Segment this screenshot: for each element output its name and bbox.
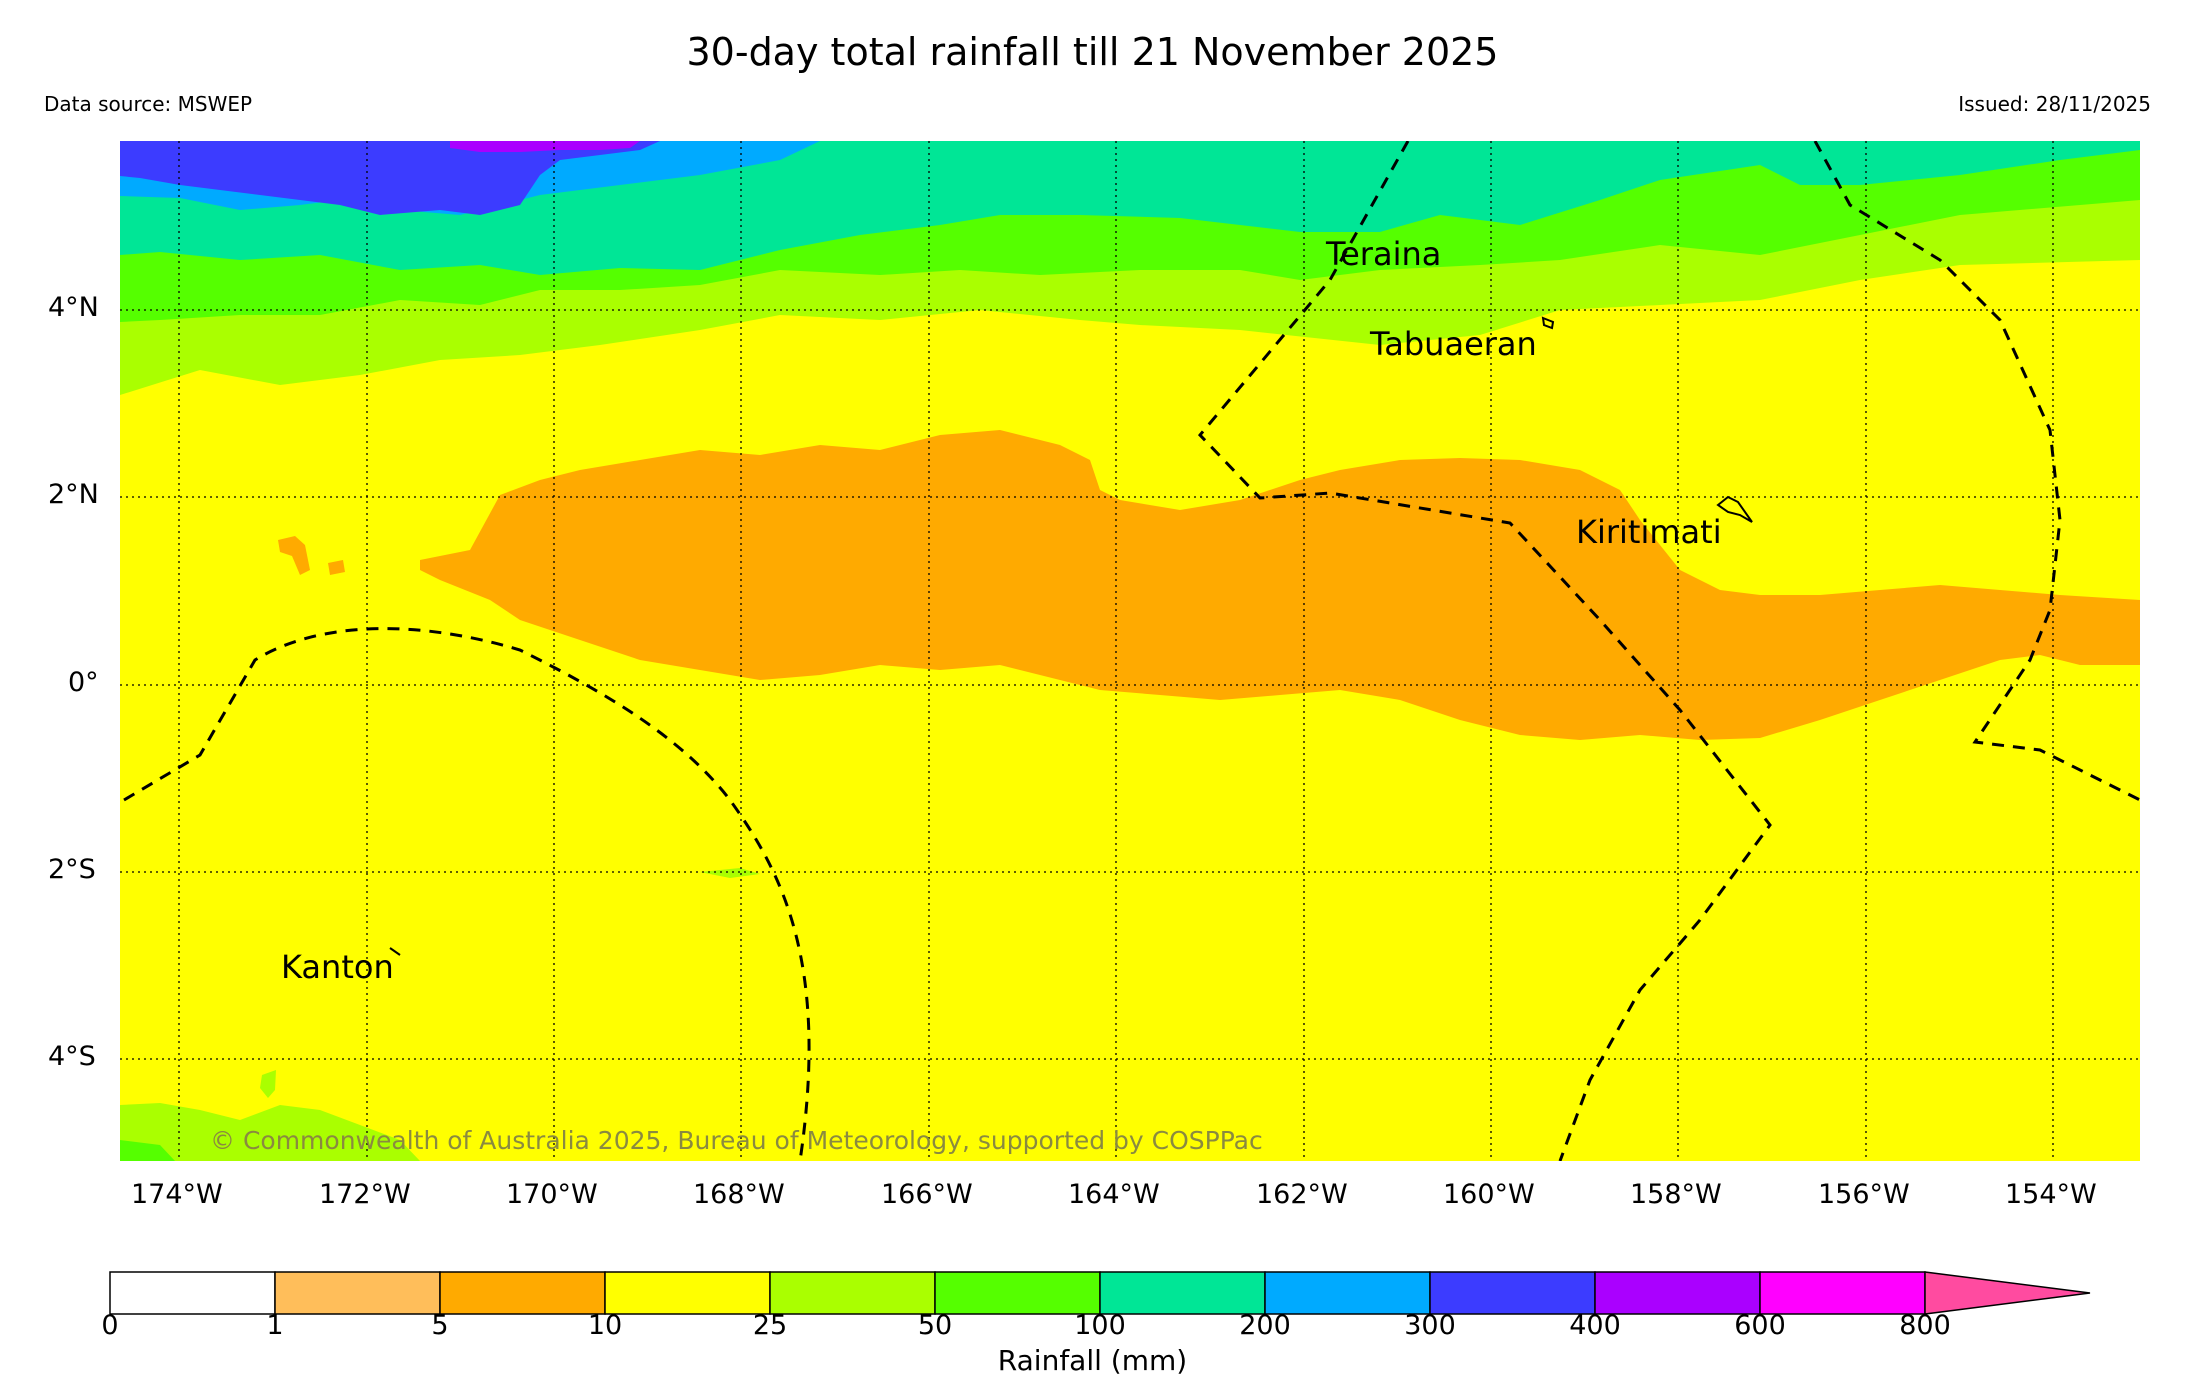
colorbar-segment — [1429, 1271, 1596, 1315]
colorbar-tick: 0 — [101, 1310, 119, 1341]
colorbar-tick: 600 — [1734, 1310, 1786, 1341]
place-label-teraina: Teraina — [1326, 235, 1442, 273]
colorbar-label: Rainfall (mm) — [997, 1344, 1188, 1377]
lon-tick: 158°W — [1630, 1179, 1722, 1210]
lon-tick: 166°W — [881, 1179, 973, 1210]
colorbar-segment — [1594, 1271, 1761, 1315]
colorbar-tick: 25 — [752, 1310, 788, 1341]
colorbar-tick: 50 — [917, 1310, 953, 1341]
lat-tick: 2°S — [48, 854, 96, 885]
colorbar-segment — [769, 1271, 936, 1315]
band-25-50-patch — [700, 868, 760, 878]
lon-tick: 160°W — [1443, 1179, 1535, 1210]
lon-tick: 154°W — [2005, 1179, 2097, 1210]
lon-tick: 170°W — [506, 1179, 598, 1210]
band-400-600 — [450, 141, 640, 152]
band-50-100-patch — [120, 1140, 175, 1161]
colorbar-segment — [604, 1271, 771, 1315]
eez-boundaries — [123, 141, 2140, 1161]
lat-tick: 4°S — [48, 1041, 96, 1072]
tabuaeran-island — [1541, 316, 1555, 330]
band-5-10-fragment — [328, 560, 345, 575]
lat-tick: 4°N — [48, 292, 99, 323]
rainfall-field — [120, 141, 2140, 1161]
band-5-10 — [420, 430, 2140, 740]
band-5-10-fragment — [278, 536, 310, 575]
colorbar-tick: 200 — [1239, 1310, 1291, 1341]
kanton-island — [389, 947, 401, 956]
lon-tick: 172°W — [319, 1179, 411, 1210]
colorbar-tick: 10 — [587, 1310, 623, 1341]
colorbar-segment — [439, 1271, 606, 1315]
data-source-label: Data source: MSWEP — [44, 92, 253, 116]
lon-tick: 174°W — [131, 1179, 223, 1210]
colorbar-tick: 300 — [1404, 1310, 1456, 1341]
issued-date-label: Issued: 28/11/2025 — [1958, 92, 2151, 116]
colorbar-segment — [1264, 1271, 1431, 1315]
lon-tick: 164°W — [1068, 1179, 1160, 1210]
colorbar-tick: 100 — [1074, 1310, 1126, 1341]
band-300-400 — [120, 141, 660, 215]
colorbar-segment — [1099, 1271, 1266, 1315]
lon-tick: 168°W — [693, 1179, 785, 1210]
colorbar-segment — [934, 1271, 1101, 1315]
place-label-kanton: Kanton — [281, 948, 394, 986]
colorbar-segment — [274, 1271, 441, 1315]
colorbar-tick: 5 — [431, 1310, 449, 1341]
lat-tick: 2°N — [48, 479, 99, 510]
graticule — [120, 141, 2140, 1161]
colorbar — [109, 1271, 2091, 1315]
map-title: 30-day total rainfall till 21 November 2… — [686, 30, 1499, 74]
lat-tick: 0° — [68, 667, 99, 698]
lon-tick: 162°W — [1256, 1179, 1348, 1210]
place-label-kiritimati: Kiritimati — [1576, 513, 1722, 551]
colorbar-tick: 800 — [1899, 1310, 1951, 1341]
lon-tick: 156°W — [1818, 1179, 1910, 1210]
colorbar-segment — [1759, 1271, 1926, 1315]
colorbar-tick: 1 — [266, 1310, 284, 1341]
copyright-notice: © Commonwealth of Australia 2025, Bureau… — [210, 1126, 1263, 1155]
band-25-50-patch — [120, 1103, 420, 1161]
colorbar-tick: 400 — [1569, 1310, 1621, 1341]
colorbar-extend-arrow — [1924, 1271, 2091, 1315]
kiritimati-island — [1716, 495, 1753, 523]
colorbar-segment — [109, 1271, 276, 1315]
place-label-tabuaeran: Tabuaeran — [1370, 325, 1537, 363]
band-25-50-patch — [260, 1070, 276, 1098]
